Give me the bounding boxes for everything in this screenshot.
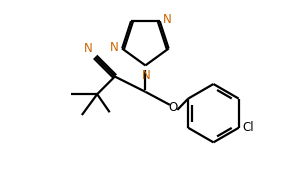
Text: N: N — [110, 41, 119, 54]
Text: N: N — [142, 69, 150, 82]
Text: Cl: Cl — [242, 121, 254, 134]
Text: O: O — [168, 101, 178, 114]
Text: N: N — [162, 13, 171, 26]
Text: N: N — [84, 42, 93, 55]
